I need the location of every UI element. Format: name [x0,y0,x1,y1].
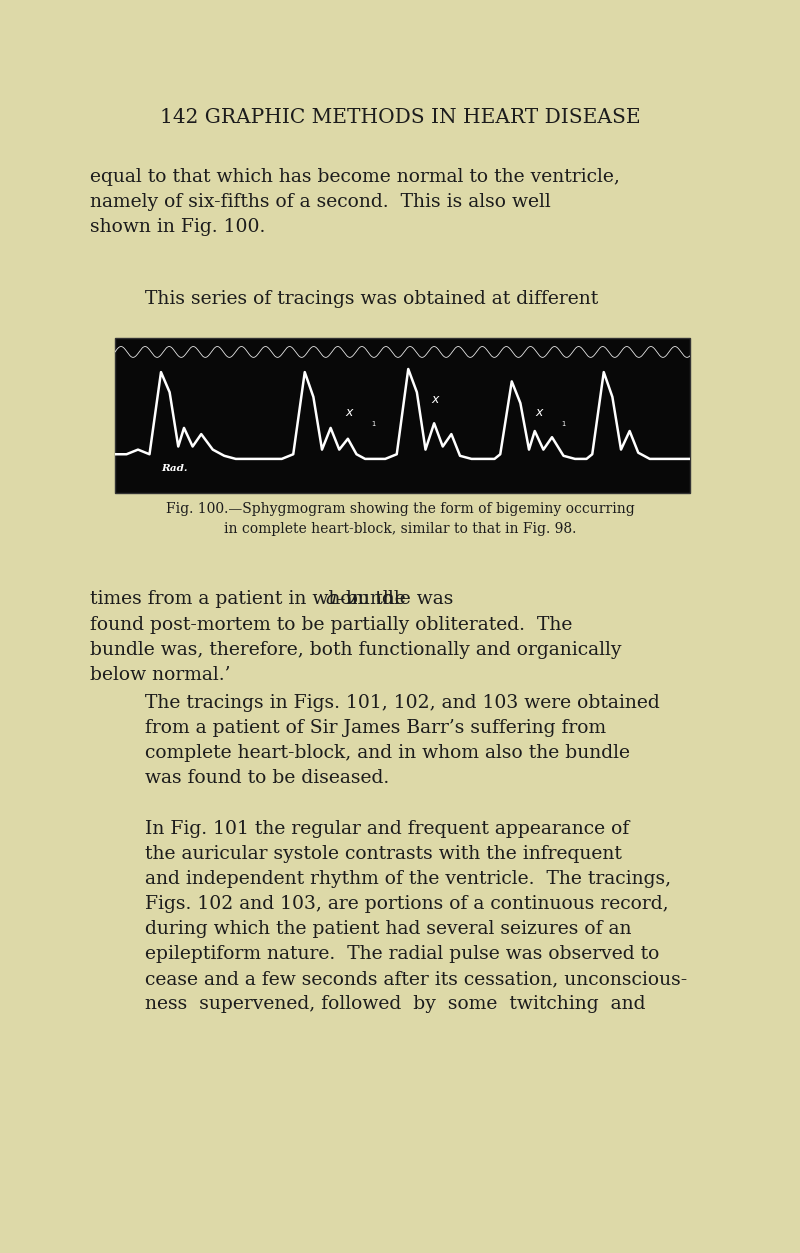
Text: This series of tracings was obtained at different: This series of tracings was obtained at … [145,289,598,308]
Text: $x$: $x$ [345,406,355,419]
Text: Rad.: Rad. [161,465,187,474]
Text: times from a patient in whom the: times from a patient in whom the [90,590,412,608]
Text: Fig. 100.—Sphygmogram showing the form of bigeminy occurring
in complete heart-b: Fig. 100.—Sphygmogram showing the form o… [166,502,634,535]
Text: $_1$: $_1$ [371,419,377,429]
Text: 142 GRAPHIC METHODS IN HEART DISEASE: 142 GRAPHIC METHODS IN HEART DISEASE [160,108,640,127]
Text: equal to that which has become normal to the ventricle,
namely of six-fifths of : equal to that which has become normal to… [90,168,620,236]
Text: $x$: $x$ [534,406,545,419]
Text: a–v: a–v [325,590,356,608]
Text: $x$: $x$ [431,393,441,406]
Text: The tracings in Figs. 101, 102, and 103 were obtained
from a patient of Sir Jame: The tracings in Figs. 101, 102, and 103 … [145,694,660,787]
Text: In Fig. 101 the regular and frequent appearance of
the auricular systole contras: In Fig. 101 the regular and frequent app… [145,819,687,1012]
Text: $_1$: $_1$ [561,419,566,429]
Text: bundle was: bundle was [340,590,454,608]
Bar [115,338,690,492]
Text: found post-mortem to be partially obliterated.  The
bundle was, therefore, both : found post-mortem to be partially oblite… [90,616,622,684]
